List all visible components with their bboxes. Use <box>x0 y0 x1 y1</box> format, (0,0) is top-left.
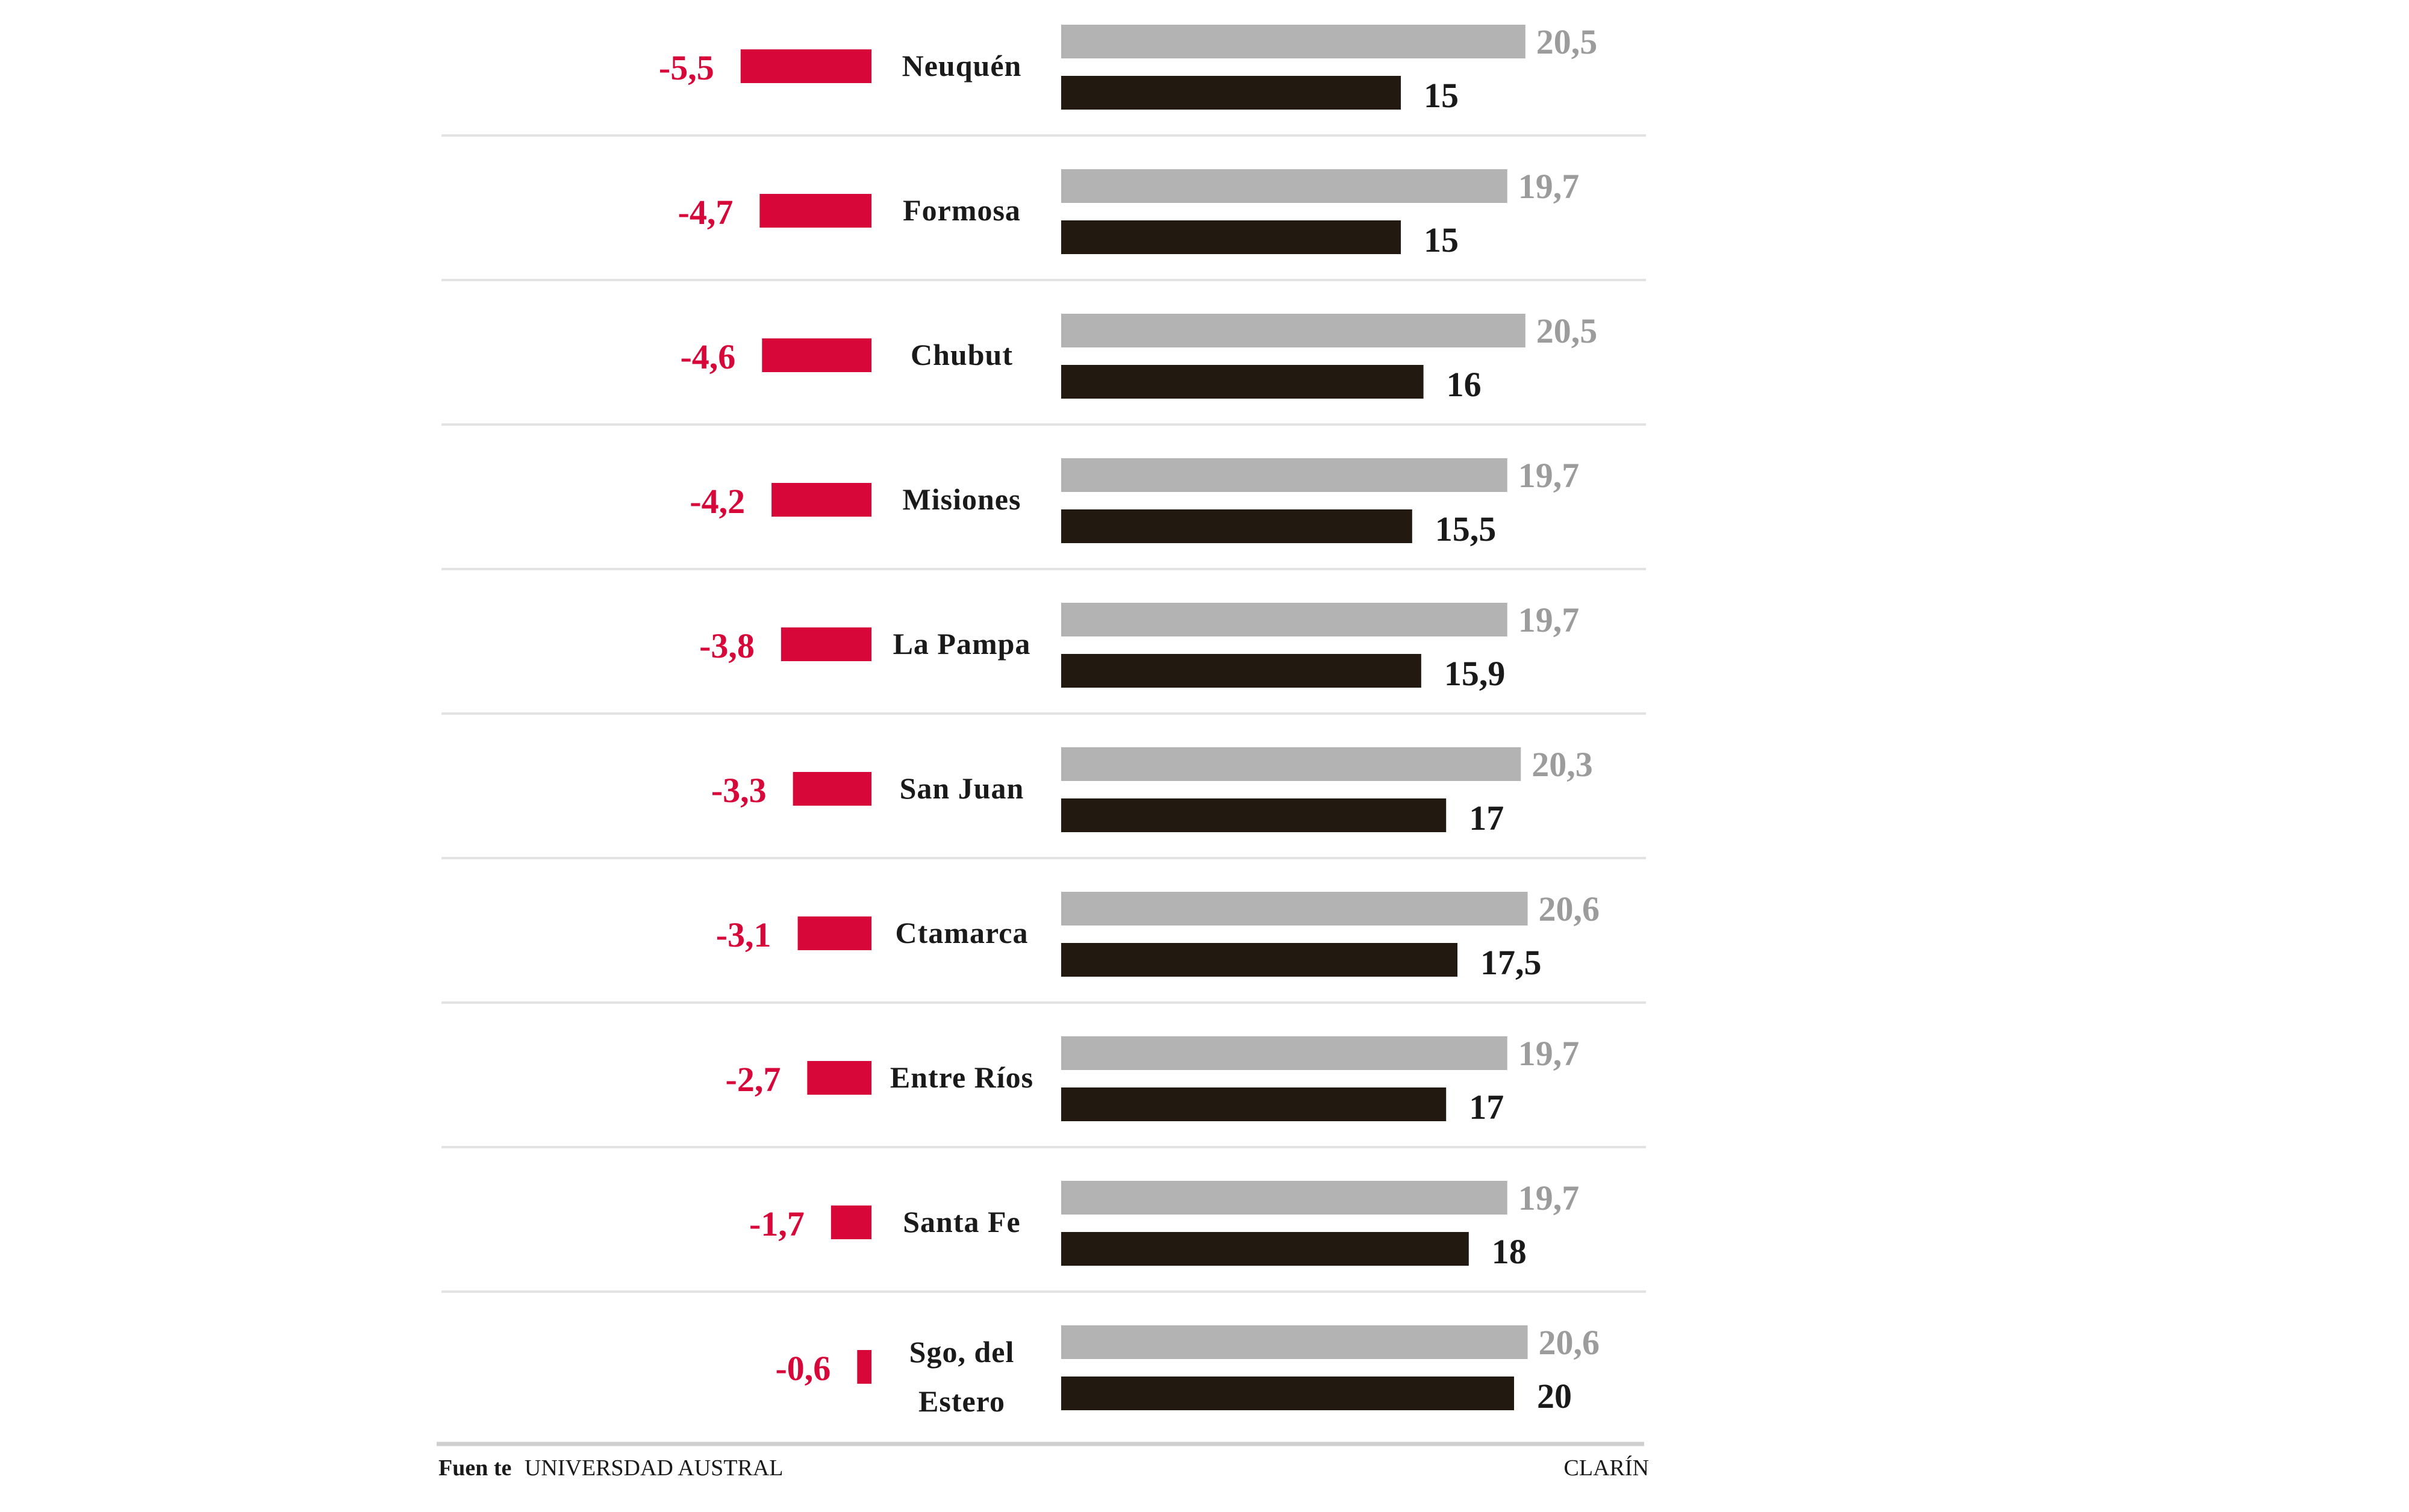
category-label: Entre Ríos <box>890 1060 1033 1094</box>
dark-bar <box>1061 220 1401 254</box>
diff-value-label: -5,5 <box>659 48 714 87</box>
gray-bar <box>1061 603 1507 636</box>
dark-bar <box>1061 943 1457 977</box>
dark-value-label: 17,5 <box>1480 943 1542 982</box>
dark-value-label: 15 <box>1424 220 1459 260</box>
diff-value-label: -3,3 <box>711 771 767 810</box>
diff-value-label: -2,7 <box>726 1060 781 1099</box>
category-label: Misiones <box>903 482 1021 516</box>
diff-bar <box>807 1061 871 1095</box>
diff-value-label: -3,1 <box>716 915 771 954</box>
gray-bar <box>1061 747 1521 781</box>
diff-bar <box>831 1206 871 1239</box>
dark-bar <box>1061 654 1421 688</box>
dark-value-label: 20 <box>1537 1377 1572 1416</box>
category-label: Chubut <box>911 338 1013 372</box>
gray-bar <box>1061 169 1507 203</box>
gray-bar <box>1061 25 1525 58</box>
source-label: Fuen te <box>438 1455 511 1481</box>
dark-value-label: 15 <box>1424 76 1459 115</box>
gray-value-label: 20,6 <box>1539 1323 1600 1362</box>
gray-value-label: 19,7 <box>1518 456 1580 495</box>
category-label: San Juan <box>900 771 1024 805</box>
category-label: Sgo, del <box>909 1335 1015 1369</box>
diff-value-label: -4,2 <box>690 482 745 521</box>
diff-bar <box>797 916 871 950</box>
gray-value-label: 20,3 <box>1532 745 1593 784</box>
diff-bar <box>793 772 871 806</box>
gray-bar <box>1061 458 1507 492</box>
gray-value-label: 19,7 <box>1518 167 1580 206</box>
dark-bar <box>1061 509 1412 543</box>
dark-value-label: 15,9 <box>1444 654 1506 693</box>
dark-value-label: 15,5 <box>1435 509 1497 549</box>
source-name: UNIVERSDAD AUSTRAL <box>525 1455 784 1481</box>
category-label: Santa Fe <box>903 1205 1021 1239</box>
gray-bar <box>1061 892 1528 926</box>
dark-value-label: 16 <box>1447 365 1482 404</box>
diff-value-label: -4,7 <box>678 193 734 232</box>
category-label: Formosa <box>903 193 1021 227</box>
diff-bar <box>771 483 871 517</box>
gray-bar <box>1061 1325 1528 1359</box>
diff-value-label: -1,7 <box>749 1204 805 1243</box>
diff-bar <box>759 194 871 228</box>
dark-value-label: 17 <box>1469 1087 1504 1127</box>
gray-bar <box>1061 1181 1507 1215</box>
dark-value-label: 18 <box>1492 1232 1527 1271</box>
dark-bar <box>1061 1232 1469 1266</box>
gray-value-label: 20,5 <box>1536 22 1598 61</box>
diff-value-label: -0,6 <box>775 1349 831 1388</box>
category-label: Estero <box>918 1384 1005 1418</box>
diff-bar <box>740 49 871 83</box>
dark-bar <box>1061 1377 1514 1410</box>
chart-rows: -5,5 Neuquén 20,5 15 -4,7 Formosa 19,7 15 -4,6 Ch… <box>441 22 1646 1418</box>
gray-bar <box>1061 1036 1507 1070</box>
dark-bar <box>1061 76 1401 110</box>
category-label: La Pampa <box>893 627 1031 661</box>
credit-text: CLARÍN <box>1564 1455 1649 1481</box>
diff-value-label: -3,8 <box>699 626 755 665</box>
gray-value-label: 20,6 <box>1539 889 1600 929</box>
source-text: Fuen te UNIVERSDAD AUSTRAL <box>438 1455 784 1481</box>
diff-bar <box>781 627 871 661</box>
diff-value-label: -4,6 <box>680 337 735 376</box>
category-label: Ctamarca <box>896 916 1029 950</box>
gray-value-label: 19,7 <box>1518 600 1580 639</box>
gray-value-label: 19,7 <box>1518 1178 1580 1218</box>
category-label: Neuquén <box>902 49 1022 82</box>
diff-bar <box>762 338 871 372</box>
dark-bar <box>1061 1087 1447 1121</box>
gray-bar <box>1061 314 1525 347</box>
dark-value-label: 17 <box>1469 798 1504 838</box>
dark-bar <box>1061 365 1424 399</box>
gray-value-label: 20,5 <box>1536 311 1598 350</box>
dark-bar <box>1061 798 1447 832</box>
gray-value-label: 19,7 <box>1518 1034 1580 1073</box>
diff-bar <box>857 1350 871 1384</box>
